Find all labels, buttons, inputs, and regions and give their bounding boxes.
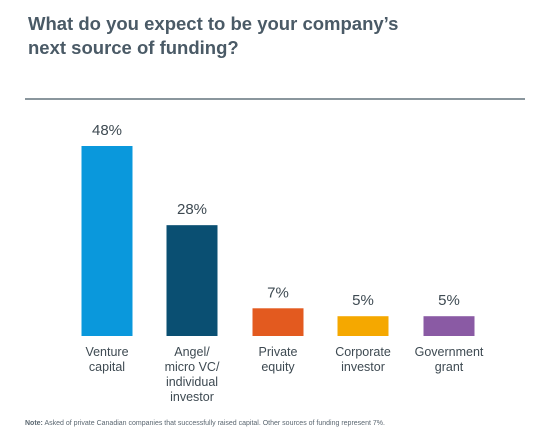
chart-title: What do you expect to be your company’s … <box>28 13 399 58</box>
note-text: Asked of private Canadian companies that… <box>44 420 385 427</box>
category-label-0: Venture capital <box>85 345 128 374</box>
bar-1 <box>166 225 218 336</box>
title-divider <box>25 98 525 100</box>
category-label-1: Angel/micro VC/individual investor <box>165 345 220 404</box>
bar-0 <box>81 146 133 336</box>
value-label-4: 5% <box>438 292 460 309</box>
value-label-1: 28% <box>177 201 207 218</box>
category-label-4: Government grant <box>415 345 484 374</box>
chart-note: Note: Asked of private Canadian companie… <box>25 420 545 427</box>
note-label: Note: <box>25 420 43 427</box>
bar-3 <box>337 316 389 336</box>
bar-4 <box>423 316 475 336</box>
value-label-0: 48% <box>92 122 122 139</box>
bar-2 <box>252 308 304 336</box>
value-label-3: 5% <box>352 292 374 309</box>
value-label-2: 7% <box>267 284 289 301</box>
category-label-2: Private equity <box>259 345 298 374</box>
category-label-3: Corporate investor <box>335 345 391 374</box>
